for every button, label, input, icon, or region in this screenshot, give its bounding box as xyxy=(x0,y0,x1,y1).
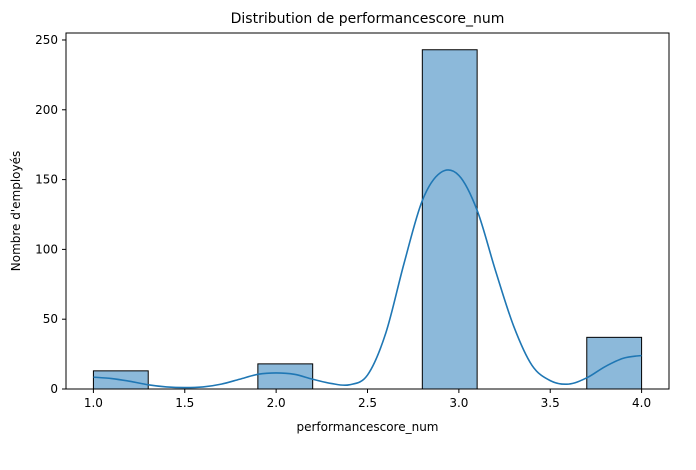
y-axis-label: Nombre d'employés xyxy=(9,151,23,272)
chart-title: Distribution de performancescore_num xyxy=(231,11,505,27)
y-tick-label-4: 150 xyxy=(35,173,58,187)
x-axis-label: performancescore_num xyxy=(297,420,439,434)
y-tick-label-3: 100 xyxy=(35,242,58,256)
histogram-bar-4 xyxy=(586,336,643,390)
y-tick-label-5: 200 xyxy=(35,103,58,117)
x-tick-label-4: 2.5 xyxy=(358,396,377,410)
x-tick-label-7: 4.0 xyxy=(632,396,651,410)
y-tick-label-1: 0 xyxy=(50,382,58,396)
x-tick-label-2: 1.5 xyxy=(175,396,194,410)
histogram-bar-3 xyxy=(421,49,478,390)
y-tick-label-6: 250 xyxy=(35,33,58,47)
x-tick-label-1: 1.0 xyxy=(84,396,103,410)
x-tick-label-3: 2.0 xyxy=(267,396,286,410)
kde-curve xyxy=(93,169,642,389)
x-tick-label-6: 3.5 xyxy=(541,396,560,410)
x-tick-label-5: 3.0 xyxy=(449,396,468,410)
y-tick-label-2: 50 xyxy=(43,312,58,326)
plot-frame xyxy=(65,32,670,390)
